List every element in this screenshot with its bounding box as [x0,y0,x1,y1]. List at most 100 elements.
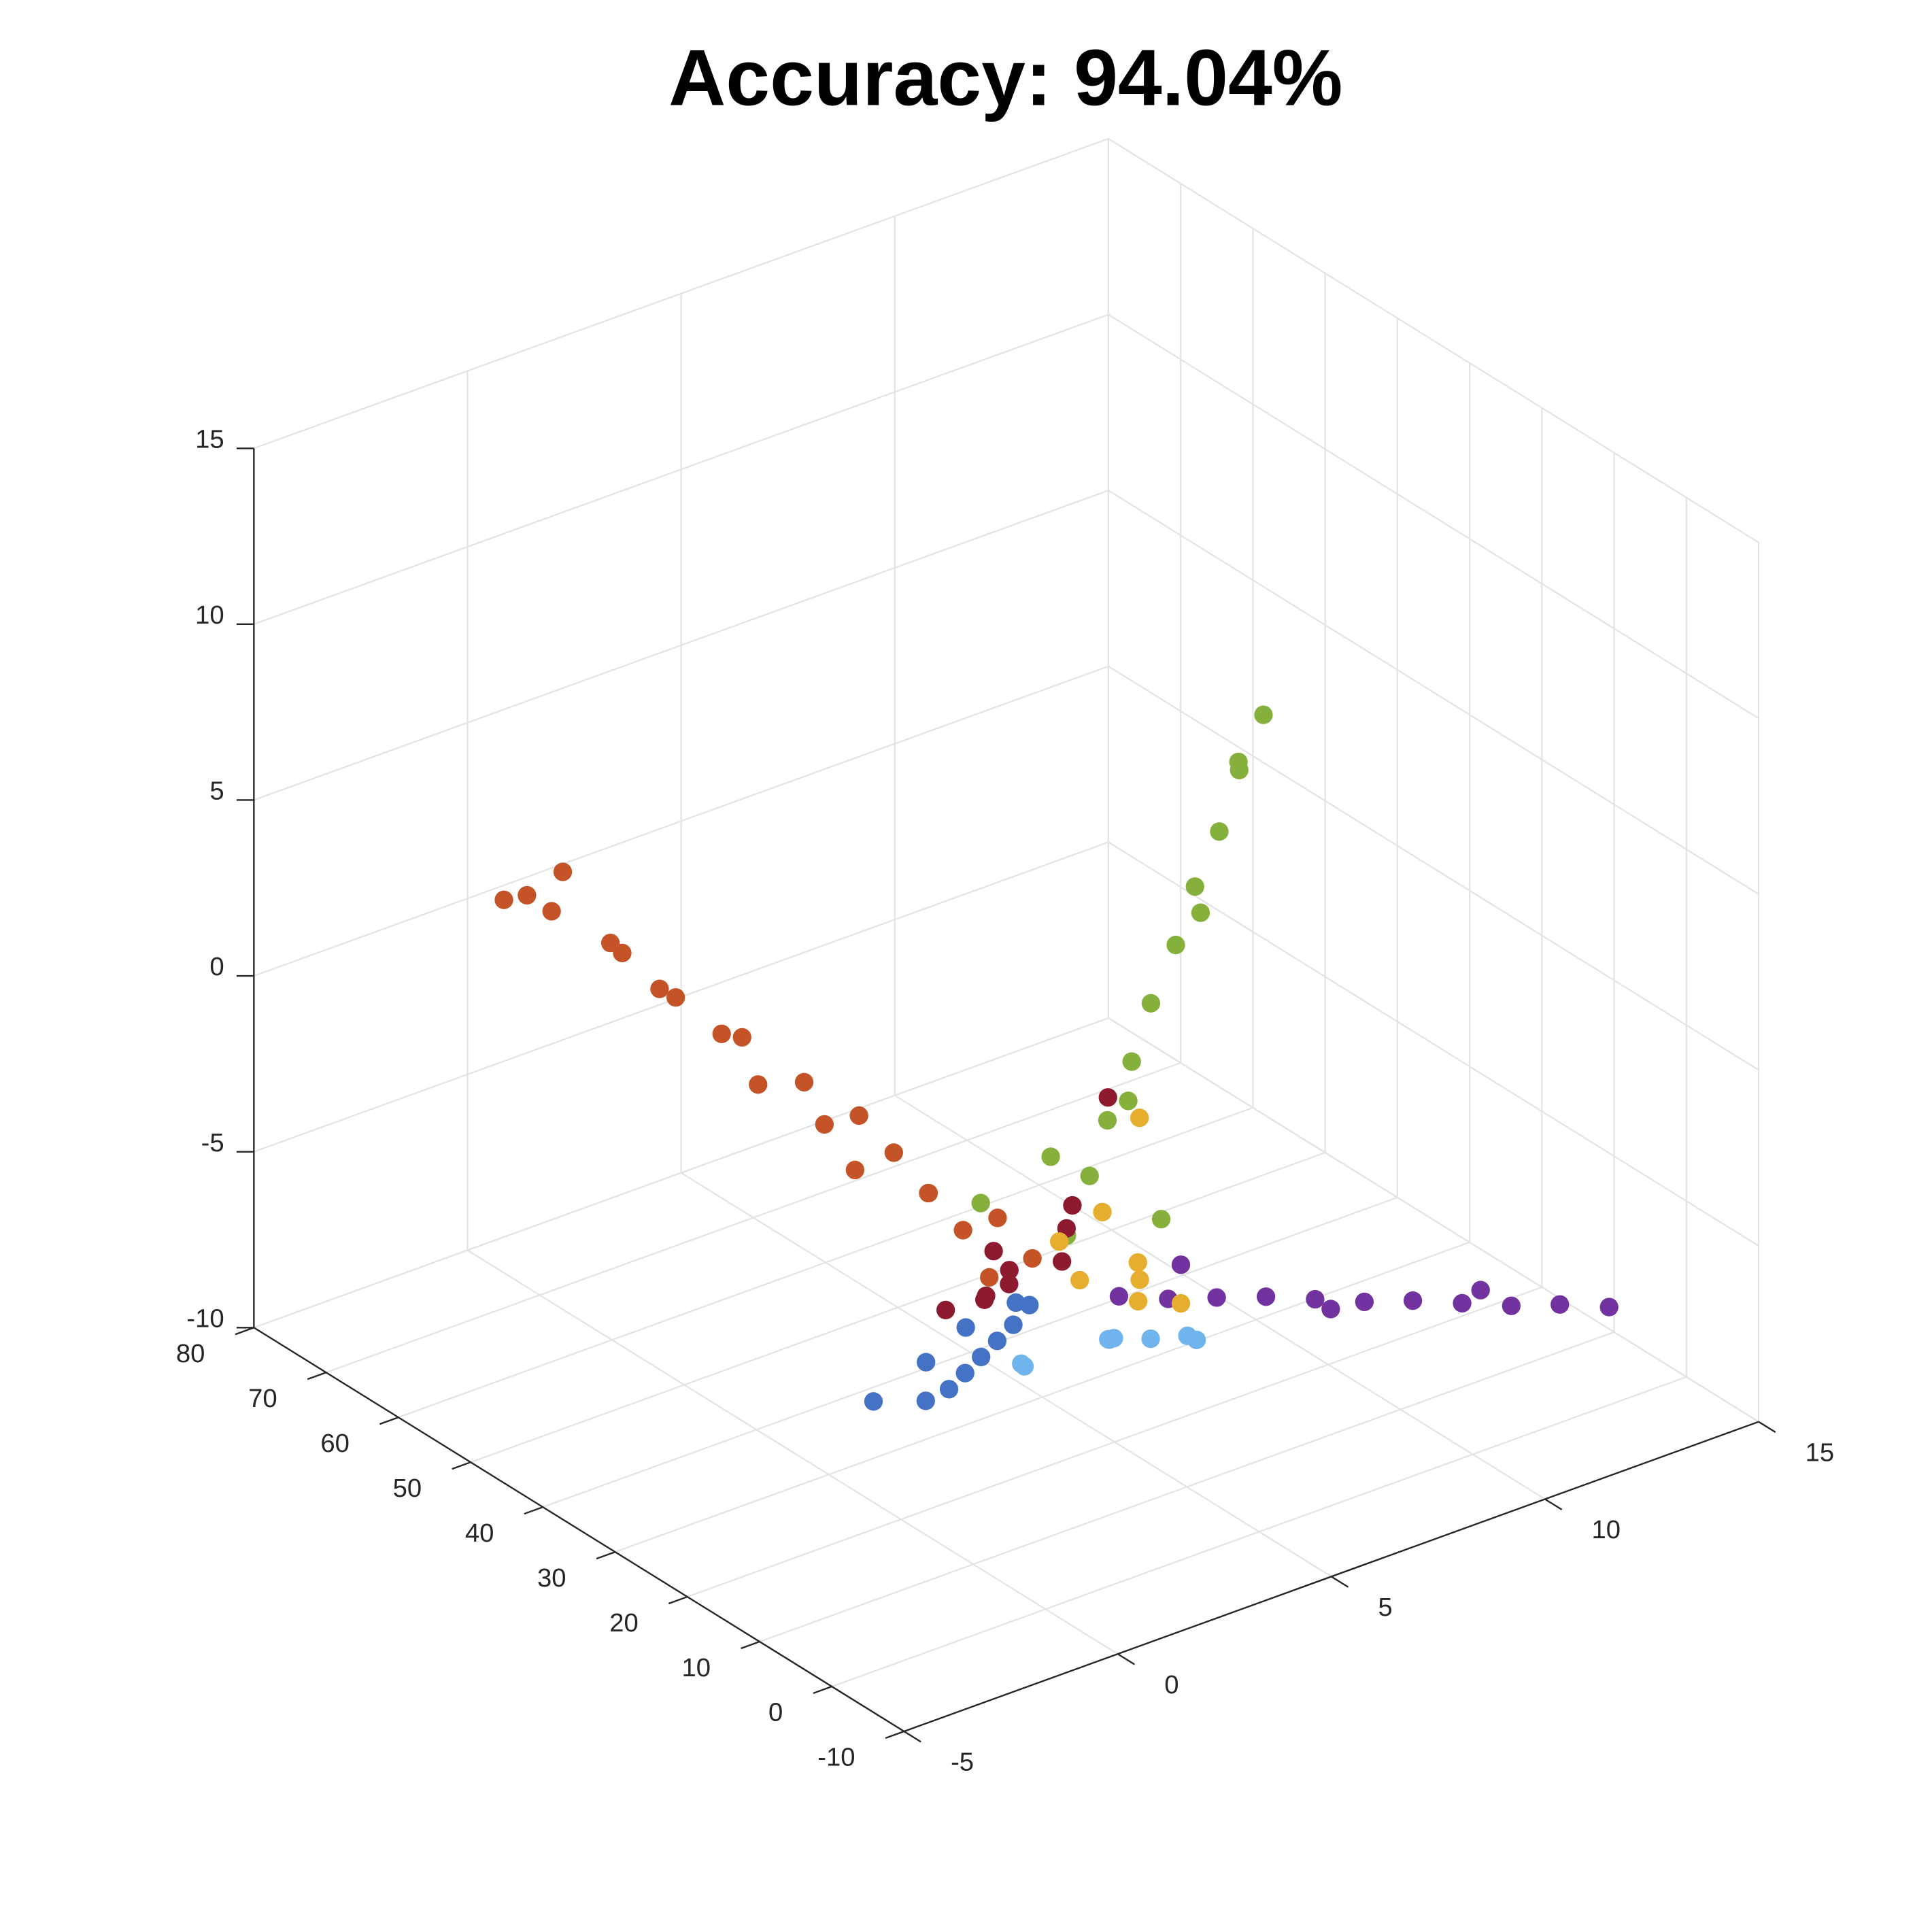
point [919,1183,938,1203]
x-tick-label: 0 [1164,1670,1179,1699]
point [1098,1111,1117,1130]
point [939,1380,959,1399]
z-tick-label: 5 [209,777,224,806]
point [542,902,561,921]
point [815,1115,834,1134]
point [1128,1291,1148,1311]
point [1502,1296,1521,1315]
point [1004,1315,1023,1334]
y-tick [885,1730,904,1740]
point [494,890,513,909]
point [1229,752,1248,772]
point [1122,1052,1141,1071]
point [1052,1252,1072,1271]
grid-line [253,138,1110,1329]
point [1049,1232,1069,1251]
point [917,1353,936,1372]
point [1070,1270,1089,1290]
point [666,988,685,1007]
point [956,1318,975,1337]
z-tick-label: 10 [195,600,224,630]
z-tick-label: 15 [195,424,224,454]
grid-line [398,228,1254,1419]
z-tick-label: -10 [186,1304,224,1333]
point [1109,1287,1129,1306]
y-tick-label: 40 [465,1519,494,1548]
point [732,1028,751,1047]
x-tick [903,1730,921,1743]
point [1471,1281,1490,1300]
point [1185,877,1204,896]
point [1023,1249,1042,1268]
y-tick [596,1550,615,1560]
point [1006,1293,1026,1312]
point [936,1300,955,1320]
point [972,1347,991,1367]
x-tick [1758,1421,1776,1434]
y-tick [813,1685,832,1695]
point [884,1143,903,1162]
y-tick-label: 80 [176,1339,205,1368]
point [749,1075,768,1094]
point [1098,1088,1117,1107]
point [1130,1108,1149,1128]
y-tick [452,1461,471,1470]
point [980,1268,999,1287]
z-tick-label: 0 [209,952,224,981]
y-tick [307,1372,326,1380]
point [1063,1196,1082,1215]
y-tick [741,1640,760,1650]
y-tick-label: 60 [320,1429,350,1458]
point [712,1024,731,1043]
point [864,1392,883,1411]
point [600,933,620,953]
y-tick-label: 30 [537,1563,566,1593]
point [849,1106,868,1125]
point [1256,1287,1276,1306]
x-tick-label: 5 [1378,1593,1392,1622]
chart-title: Accuracy: 94.04% [668,33,1342,122]
y-tick [524,1506,543,1515]
y-tick-label: 50 [393,1474,422,1503]
y-tick [379,1417,399,1425]
point [953,1221,972,1240]
point [1141,994,1161,1013]
y-tick-label: 70 [248,1384,277,1413]
point [1119,1091,1138,1111]
point [1012,1354,1031,1373]
point [1151,1210,1171,1229]
point [1321,1300,1340,1319]
point [845,1160,864,1180]
x-tick-label: -5 [951,1748,974,1777]
grid-line [326,183,1182,1374]
x-tick [1117,1653,1135,1665]
point [1128,1253,1147,1272]
grid-line [687,407,1543,1598]
y-axis [253,1327,905,1732]
point [1099,1329,1118,1349]
point [1403,1291,1423,1310]
y-tick [668,1595,688,1605]
point [1130,1270,1149,1289]
point [1000,1261,1019,1280]
y-tick [235,1327,254,1336]
point [1453,1293,1472,1313]
z-tick-label: -5 [201,1128,224,1157]
point [1599,1298,1619,1317]
point [975,1290,994,1309]
point [984,1242,1003,1261]
point [1000,1274,1019,1293]
point [518,885,537,905]
point [971,1193,990,1213]
point [1166,935,1185,955]
x-tick [1331,1576,1349,1588]
point [1141,1329,1160,1349]
point [1080,1166,1099,1185]
point [1355,1292,1374,1312]
point [916,1391,935,1410]
grid-line [470,273,1326,1463]
point [1254,705,1273,724]
